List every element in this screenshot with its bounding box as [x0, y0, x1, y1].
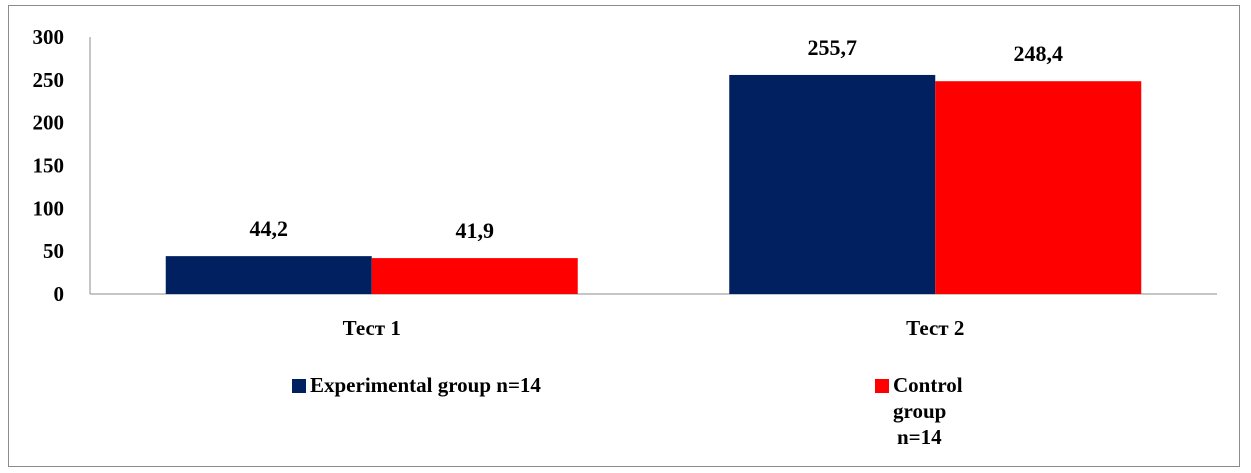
- category-label: Тест 1: [343, 316, 401, 340]
- y-tick-label: 150: [33, 154, 65, 178]
- y-tick-label: 250: [33, 68, 65, 92]
- bar: [729, 74, 936, 294]
- legend-label: Experimental group n=14: [310, 373, 541, 397]
- legend-swatch: [875, 379, 889, 393]
- legend-label: Control: [893, 373, 963, 397]
- data-label: 44,2: [250, 216, 289, 241]
- legend-label: group: [893, 399, 946, 423]
- bar: [935, 81, 1142, 294]
- y-tick-label: 50: [43, 239, 64, 263]
- legend-label: n=14: [897, 425, 942, 449]
- y-tick-label: 300: [33, 25, 65, 49]
- y-tick-label: 200: [33, 111, 65, 135]
- y-tick-label: 100: [33, 196, 65, 220]
- bar: [165, 256, 372, 294]
- category-label: Тест 2: [906, 316, 964, 340]
- bar: [371, 258, 578, 294]
- data-label: 41,9: [456, 218, 495, 243]
- data-label: 255,7: [808, 35, 858, 60]
- legend-swatch: [292, 379, 306, 393]
- y-tick-label: 0: [54, 282, 65, 306]
- data-label: 248,4: [1014, 41, 1064, 66]
